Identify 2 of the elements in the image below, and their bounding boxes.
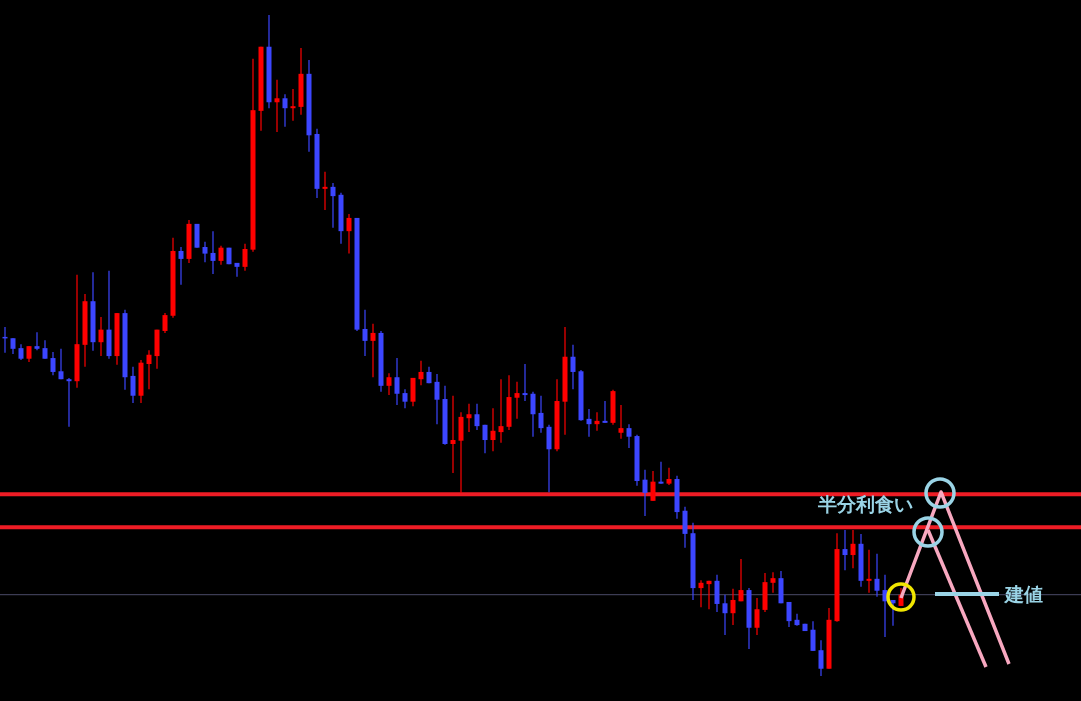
text: 建値 — [1003, 583, 1043, 605]
annotation: 半分利食い — [816, 493, 913, 515]
